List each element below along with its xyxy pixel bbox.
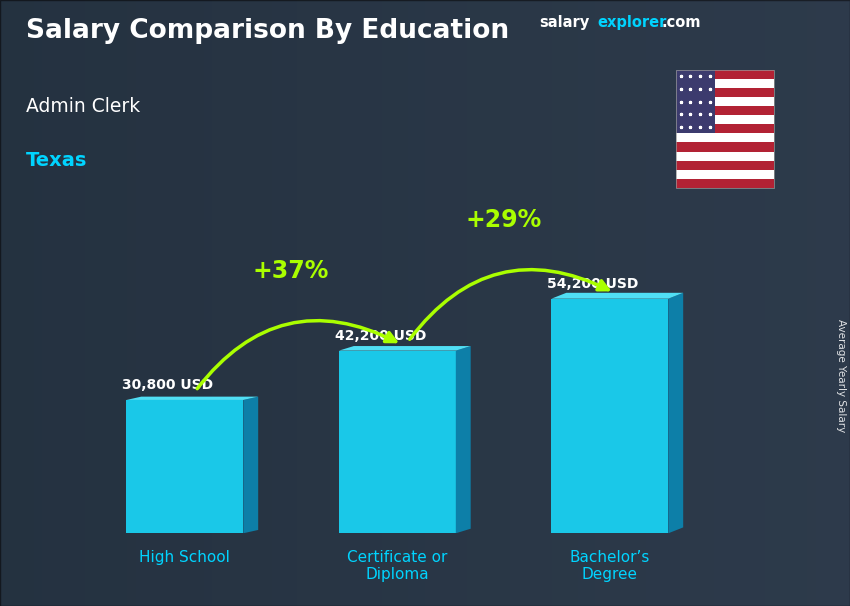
Polygon shape — [552, 293, 683, 299]
Text: salary: salary — [540, 15, 590, 30]
Polygon shape — [127, 397, 258, 400]
Text: Texas: Texas — [26, 152, 87, 170]
Bar — [339, 351, 456, 533]
Bar — [676, 115, 774, 124]
Text: 30,800 USD: 30,800 USD — [122, 378, 213, 393]
Bar — [676, 70, 774, 188]
Bar — [676, 70, 774, 79]
Bar — [676, 152, 774, 161]
Text: .com: .com — [661, 15, 700, 30]
Polygon shape — [456, 346, 471, 533]
Polygon shape — [243, 397, 258, 533]
Bar — [127, 400, 243, 533]
Text: Salary Comparison By Education: Salary Comparison By Education — [26, 18, 508, 44]
Polygon shape — [339, 346, 471, 351]
Text: +29%: +29% — [466, 208, 541, 232]
Polygon shape — [668, 293, 683, 533]
Bar — [676, 106, 774, 115]
Bar — [676, 88, 774, 97]
Bar — [676, 161, 774, 170]
Text: 54,200 USD: 54,200 USD — [547, 277, 638, 291]
Bar — [676, 79, 774, 88]
Bar — [676, 142, 774, 152]
Bar — [676, 70, 715, 133]
Bar — [676, 179, 774, 188]
Text: explorer: explorer — [598, 15, 667, 30]
Bar — [676, 133, 774, 142]
Bar — [676, 124, 774, 133]
Text: Admin Clerk: Admin Clerk — [26, 97, 139, 116]
Text: Average Yearly Salary: Average Yearly Salary — [836, 319, 846, 432]
Bar — [676, 170, 774, 179]
Bar — [676, 97, 774, 106]
Text: 42,200 USD: 42,200 USD — [335, 329, 426, 343]
Bar — [552, 299, 668, 533]
Text: +37%: +37% — [253, 259, 329, 283]
